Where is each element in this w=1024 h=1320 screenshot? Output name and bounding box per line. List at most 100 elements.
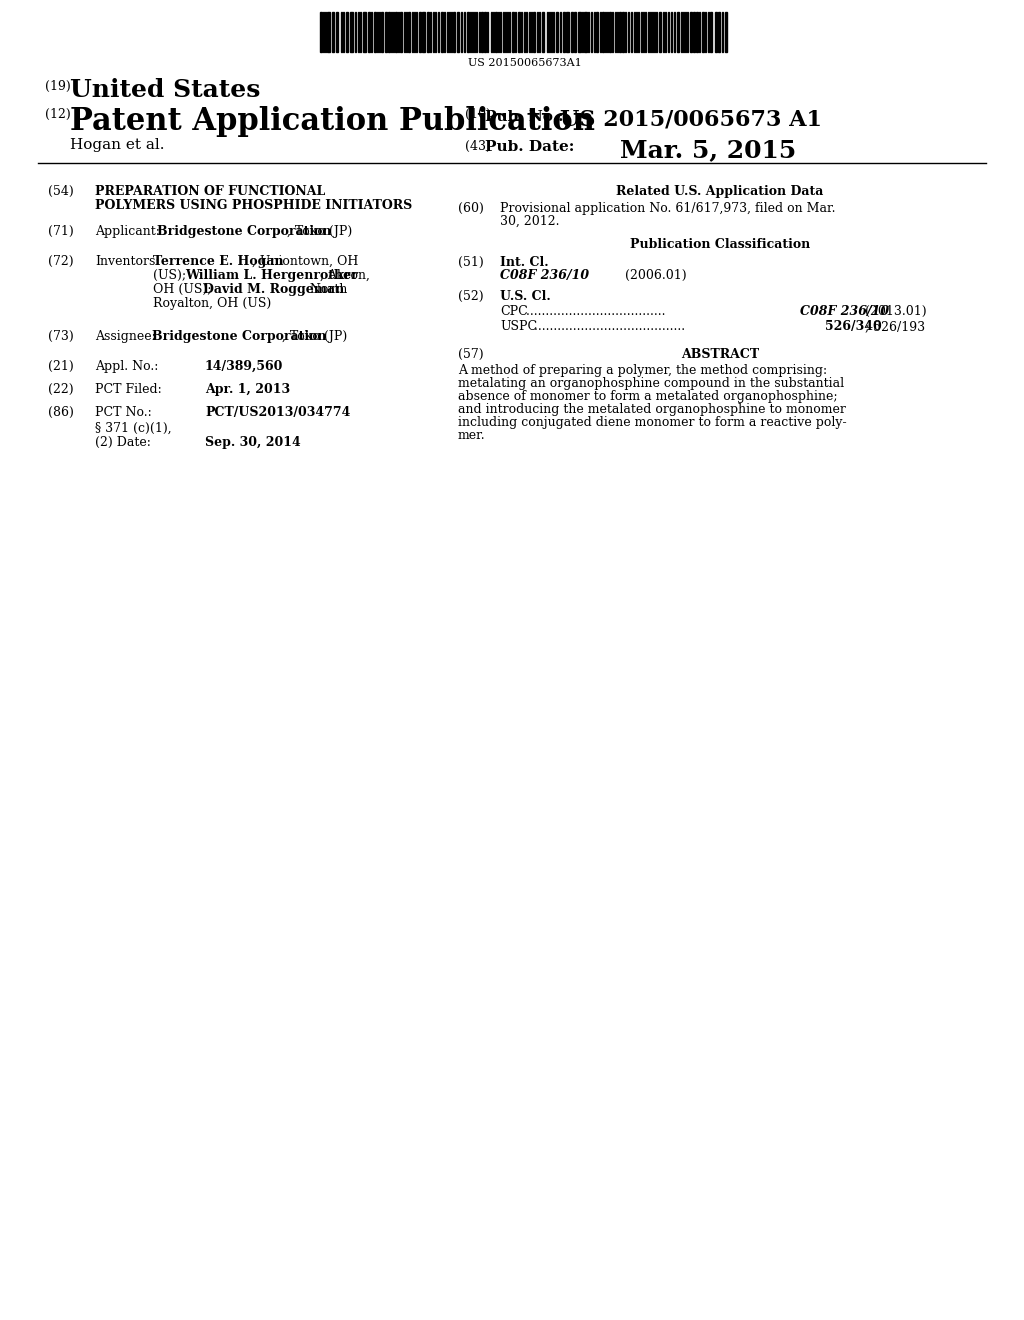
Bar [702, 12, 705, 51]
Bar [512, 12, 514, 51]
Text: (21): (21) [48, 360, 74, 374]
Text: and introducing the metalated organophosphine to monomer: and introducing the metalated organophos… [458, 403, 846, 416]
Bar [362, 12, 366, 51]
Text: , Toko (JP): , Toko (JP) [282, 330, 347, 343]
Bar [395, 12, 397, 51]
Text: William L. Hergenrother: William L. Hergenrother [185, 269, 357, 282]
Bar [467, 12, 469, 51]
Text: ....................................: .................................... [522, 305, 666, 318]
Bar [718, 12, 720, 51]
Bar [677, 12, 679, 51]
Bar [534, 12, 535, 51]
Text: Apr. 1, 2013: Apr. 1, 2013 [205, 383, 290, 396]
Text: PCT Filed:: PCT Filed: [95, 383, 162, 396]
Text: , North: , North [302, 282, 347, 296]
Bar [346, 12, 348, 51]
Text: Mar. 5, 2015: Mar. 5, 2015 [620, 139, 797, 162]
Bar [622, 12, 624, 51]
Bar [659, 12, 662, 51]
Text: US 2015/0065673 A1: US 2015/0065673 A1 [560, 108, 822, 129]
Text: Int. Cl.: Int. Cl. [500, 256, 549, 269]
Text: USPC: USPC [500, 319, 538, 333]
Bar [327, 12, 330, 51]
Text: mer.: mer. [458, 429, 485, 442]
Text: (57): (57) [458, 348, 483, 360]
Text: absence of monomer to form a metalated organophosphine;: absence of monomer to form a metalated o… [458, 389, 838, 403]
Text: .......................................: ....................................... [530, 319, 685, 333]
Text: (54): (54) [48, 185, 74, 198]
Bar [596, 12, 598, 51]
Text: PCT/US2013/034774: PCT/US2013/034774 [205, 407, 350, 418]
Text: (52): (52) [458, 290, 483, 304]
Bar [484, 12, 486, 51]
Bar [422, 12, 425, 51]
Bar [336, 12, 338, 51]
Bar [381, 12, 383, 51]
Bar [457, 12, 459, 51]
Text: Provisional application No. 61/617,973, filed on Mar.: Provisional application No. 61/617,973, … [500, 202, 836, 215]
Bar [690, 12, 692, 51]
Bar [368, 12, 370, 51]
Text: 30, 2012.: 30, 2012. [500, 215, 559, 228]
Bar [518, 12, 520, 51]
Text: Sep. 30, 2014: Sep. 30, 2014 [205, 436, 301, 449]
Text: Publication Classification: Publication Classification [630, 238, 810, 251]
Text: (72): (72) [48, 255, 74, 268]
Bar [481, 12, 483, 51]
Text: (19): (19) [45, 81, 71, 92]
Text: United States: United States [70, 78, 260, 102]
Text: (60): (60) [458, 202, 484, 215]
Text: Hogan et al.: Hogan et al. [70, 139, 165, 152]
Bar [696, 12, 698, 51]
Text: David M. Roggeman: David M. Roggeman [203, 282, 344, 296]
Bar [441, 12, 443, 51]
Text: US 20150065673A1: US 20150065673A1 [468, 58, 582, 69]
Text: ; 526/193: ; 526/193 [865, 319, 925, 333]
Text: Pub. No.:: Pub. No.: [485, 110, 563, 124]
Text: Pub. Date:: Pub. Date: [485, 140, 574, 154]
Text: (22): (22) [48, 383, 74, 396]
Bar [374, 12, 376, 51]
Bar [609, 12, 611, 51]
Bar [542, 12, 544, 51]
Text: Terrence E. Hogan: Terrence E. Hogan [153, 255, 284, 268]
Bar [563, 12, 565, 51]
Bar [556, 12, 558, 51]
Text: (71): (71) [48, 224, 74, 238]
Bar [602, 12, 604, 51]
Bar [385, 12, 387, 51]
Bar [350, 12, 353, 51]
Text: (10): (10) [465, 108, 490, 121]
Text: (2006.01): (2006.01) [625, 269, 687, 282]
Text: Bridgestone Corporation: Bridgestone Corporation [152, 330, 327, 343]
Bar [578, 12, 581, 51]
Bar [388, 12, 390, 51]
Bar [574, 12, 575, 51]
Text: C08F 236/10: C08F 236/10 [800, 305, 889, 318]
Text: (51): (51) [458, 256, 483, 269]
Bar [332, 12, 334, 51]
Text: metalating an organophosphine compound in the substantial: metalating an organophosphine compound i… [458, 378, 844, 389]
Text: (12): (12) [45, 108, 71, 121]
Text: Assignee:: Assignee: [95, 330, 156, 343]
Bar [319, 12, 322, 51]
Text: , Toko (JP): , Toko (JP) [287, 224, 352, 238]
Bar [618, 12, 621, 51]
Text: Appl. No.:: Appl. No.: [95, 360, 159, 374]
Bar [419, 12, 421, 51]
Text: including conjugated diene monomer to form a reactive poly-: including conjugated diene monomer to fo… [458, 416, 847, 429]
Bar [427, 12, 429, 51]
Bar [566, 12, 569, 51]
Text: Royalton, OH (US): Royalton, OH (US) [153, 297, 271, 310]
Text: (2013.01): (2013.01) [865, 305, 927, 318]
Bar [693, 12, 695, 51]
Text: U.S. Cl.: U.S. Cl. [500, 290, 551, 304]
Text: (43): (43) [465, 140, 490, 153]
Bar [495, 12, 497, 51]
Bar [715, 12, 717, 51]
Text: , Uniontown, OH: , Uniontown, OH [252, 255, 358, 268]
Text: Bridgestone Corporation: Bridgestone Corporation [157, 224, 332, 238]
Text: (US);: (US); [153, 269, 190, 282]
Text: , Akron,: , Akron, [319, 269, 370, 282]
Bar [408, 12, 410, 51]
